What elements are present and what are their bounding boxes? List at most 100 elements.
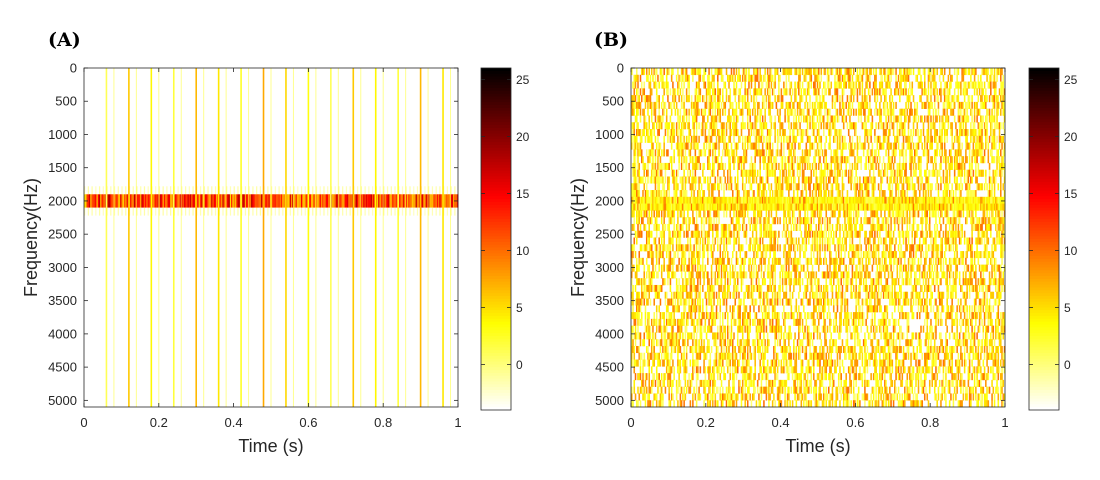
heatmap-cell	[803, 129, 805, 137]
heatmap-cell	[836, 169, 839, 177]
heatmap-cell	[675, 101, 678, 109]
colorbar-swatch	[481, 398, 511, 402]
heatmap-cell	[840, 68, 842, 76]
heatmap-cell	[342, 186, 344, 195]
heatmap-cell	[758, 135, 760, 143]
heatmap-cell	[841, 156, 844, 164]
heatmap-cell	[871, 190, 874, 198]
heatmap-cell	[894, 169, 896, 177]
heatmap-cell	[916, 129, 919, 137]
heatmap-cell	[859, 81, 861, 89]
heatmap-cell	[435, 207, 437, 216]
heatmap-cell	[801, 176, 804, 184]
heatmap-cell	[971, 81, 973, 89]
heatmap-cell	[453, 194, 455, 208]
heatmap-cell	[672, 122, 674, 130]
heatmap-cell	[768, 162, 770, 170]
heatmap-cell	[657, 74, 659, 82]
heatmap-cell	[312, 207, 314, 216]
heatmap-cell	[1002, 122, 1005, 130]
heatmap-cell	[714, 196, 717, 204]
heatmap-cell	[879, 68, 881, 76]
heatmap-cell	[763, 190, 765, 198]
heatmap-cell	[912, 142, 915, 150]
heatmap-cell	[885, 196, 887, 204]
heatmap-cell	[694, 108, 697, 116]
heatmap-cell	[879, 169, 881, 177]
heatmap-cell	[679, 210, 682, 218]
heatmap-cell	[720, 74, 723, 82]
heatmap-cell	[766, 162, 769, 170]
heatmap-cell	[257, 194, 259, 208]
heatmap-cell	[976, 217, 978, 225]
heatmap-cell	[925, 196, 927, 204]
heatmap-cell	[951, 122, 953, 130]
colorbar-swatch	[481, 384, 511, 388]
heatmap-cell	[842, 81, 845, 89]
heatmap-cell	[902, 156, 905, 164]
heatmap-cell	[688, 122, 690, 130]
heatmap-cell	[958, 101, 961, 109]
heatmap-cell	[862, 190, 865, 198]
heatmap-cell	[785, 74, 788, 82]
heatmap-cell	[913, 115, 916, 123]
heatmap-cell	[956, 210, 958, 218]
colorbar-swatch	[481, 404, 511, 408]
heatmap-cell	[824, 88, 826, 96]
heatmap-cell	[728, 95, 730, 103]
heatmap-cell	[373, 194, 375, 208]
heatmap-cell	[933, 196, 936, 204]
heatmap-cell	[638, 196, 641, 204]
heatmap-cell	[741, 122, 744, 130]
heatmap-cell	[663, 142, 665, 150]
heatmap-cell	[977, 223, 980, 232]
heatmap-cell	[766, 169, 769, 177]
heatmap-cell	[820, 196, 823, 204]
heatmap-cell	[736, 230, 739, 238]
heatmap-cell	[702, 203, 704, 211]
heatmap-cell	[973, 115, 976, 123]
heatmap-cell	[956, 156, 958, 164]
heatmap-cell	[780, 122, 783, 130]
heatmap-cell	[708, 149, 710, 157]
heatmap-cell	[806, 68, 809, 76]
heatmap-cell	[788, 196, 790, 204]
heatmap-cell	[744, 88, 746, 96]
heatmap-cell	[859, 135, 861, 143]
heatmap-cell	[1001, 203, 1003, 211]
heatmap-cell	[801, 108, 804, 116]
heatmap-cell	[891, 190, 894, 198]
heatmap-cell	[874, 223, 876, 232]
heatmap-cell	[814, 162, 816, 170]
heatmap-cell	[871, 196, 874, 204]
heatmap-cell	[753, 217, 755, 225]
heatmap-cell	[723, 223, 725, 232]
heatmap-cell	[663, 210, 665, 218]
heatmap-cell	[876, 88, 879, 96]
colorbar-swatch	[481, 313, 511, 317]
heatmap-cell	[975, 203, 977, 211]
heatmap-cell	[650, 129, 653, 137]
heatmap-cell	[645, 210, 648, 218]
heatmap-cell	[639, 196, 642, 204]
heatmap-cell	[677, 223, 679, 232]
heatmap-cell	[765, 223, 768, 232]
heatmap-cell	[735, 230, 738, 238]
heatmap-cell	[847, 68, 850, 76]
heatmap-cell	[735, 142, 738, 150]
heatmap-cell	[886, 196, 889, 204]
heatmap-cell	[973, 74, 976, 82]
heatmap-cell	[975, 210, 977, 218]
heatmap-cell	[844, 196, 846, 204]
heatmap-cell	[678, 142, 680, 150]
heatmap-cell	[872, 169, 875, 177]
heatmap-cell	[416, 194, 419, 208]
heatmap-cell	[822, 196, 825, 204]
heatmap-cell	[763, 223, 765, 232]
heatmap-cell	[759, 108, 761, 116]
heatmap-cell	[993, 68, 996, 76]
heatmap-cell	[988, 176, 991, 184]
heatmap-cell	[824, 81, 826, 89]
heatmap-cell	[902, 210, 905, 218]
heatmap-cell	[739, 223, 742, 232]
